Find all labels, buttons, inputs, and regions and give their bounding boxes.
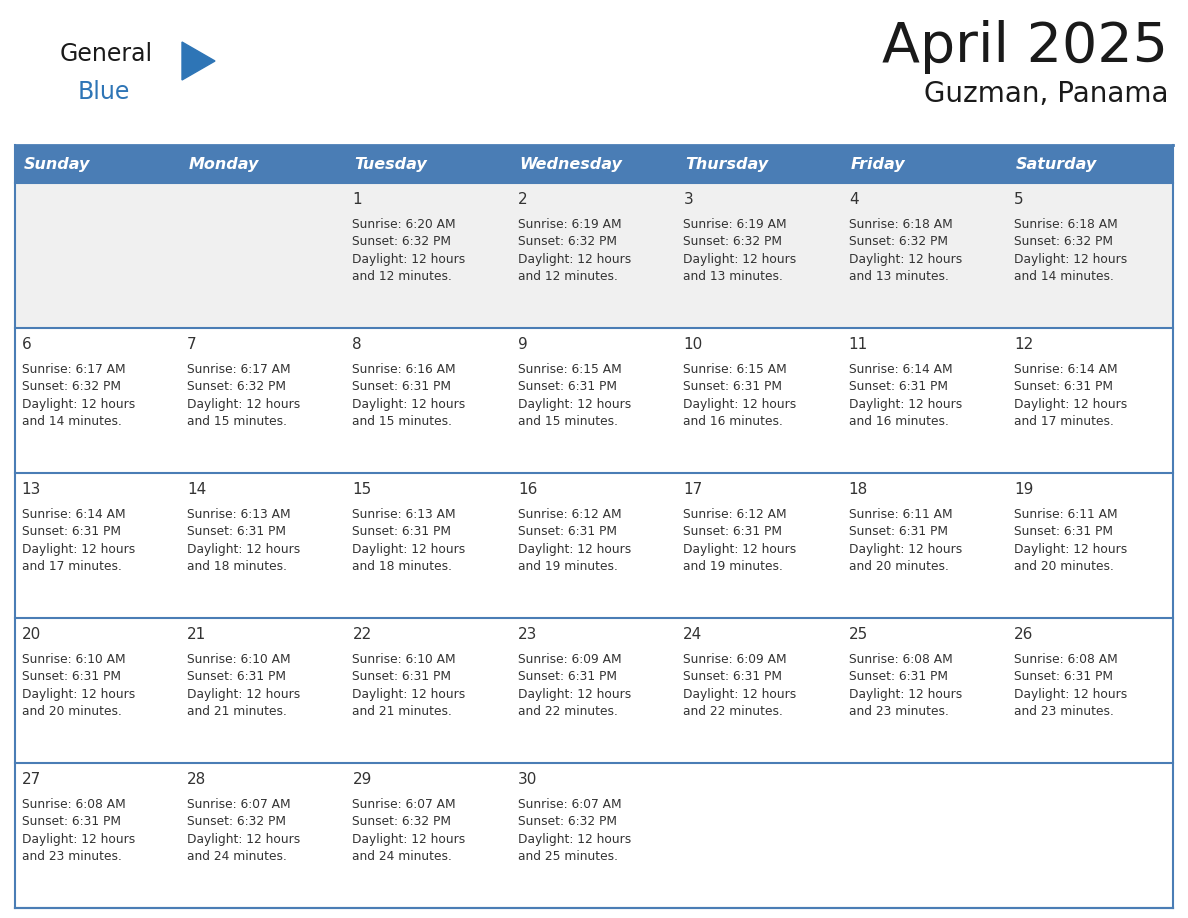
Text: 3: 3 [683, 192, 693, 207]
Text: Sunrise: 6:17 AM
Sunset: 6:32 PM
Daylight: 12 hours
and 14 minutes.: Sunrise: 6:17 AM Sunset: 6:32 PM Dayligh… [21, 363, 135, 429]
Text: 24: 24 [683, 627, 702, 642]
Bar [15, 473, 1173, 618]
Text: 30: 30 [518, 772, 537, 787]
Text: Sunrise: 6:15 AM
Sunset: 6:31 PM
Daylight: 12 hours
and 15 minutes.: Sunrise: 6:15 AM Sunset: 6:31 PM Dayligh… [518, 363, 631, 429]
Text: 19: 19 [1015, 482, 1034, 497]
Text: 18: 18 [848, 482, 868, 497]
Text: 11: 11 [848, 337, 868, 352]
Text: 22: 22 [353, 627, 372, 642]
Text: Sunrise: 6:16 AM
Sunset: 6:31 PM
Daylight: 12 hours
and 15 minutes.: Sunrise: 6:16 AM Sunset: 6:31 PM Dayligh… [353, 363, 466, 429]
Text: Wednesday: Wednesday [519, 156, 623, 172]
Text: 29: 29 [353, 772, 372, 787]
Text: Monday: Monday [189, 156, 259, 172]
Text: April 2025: April 2025 [881, 20, 1168, 74]
Text: Sunrise: 6:11 AM
Sunset: 6:31 PM
Daylight: 12 hours
and 20 minutes.: Sunrise: 6:11 AM Sunset: 6:31 PM Dayligh… [848, 508, 962, 574]
Text: Guzman, Panama: Guzman, Panama [923, 80, 1168, 108]
Text: 5: 5 [1015, 192, 1024, 207]
Text: Tuesday: Tuesday [354, 156, 426, 172]
Text: 9: 9 [518, 337, 527, 352]
Text: 2: 2 [518, 192, 527, 207]
Text: 14: 14 [187, 482, 207, 497]
Text: Thursday: Thursday [685, 156, 769, 172]
Text: Blue: Blue [78, 80, 131, 104]
Text: Sunrise: 6:14 AM
Sunset: 6:31 PM
Daylight: 12 hours
and 17 minutes.: Sunrise: 6:14 AM Sunset: 6:31 PM Dayligh… [1015, 363, 1127, 429]
Text: Sunrise: 6:14 AM
Sunset: 6:31 PM
Daylight: 12 hours
and 17 minutes.: Sunrise: 6:14 AM Sunset: 6:31 PM Dayligh… [21, 508, 135, 574]
Text: Sunrise: 6:08 AM
Sunset: 6:31 PM
Daylight: 12 hours
and 23 minutes.: Sunrise: 6:08 AM Sunset: 6:31 PM Dayligh… [21, 798, 135, 863]
Text: Sunrise: 6:20 AM
Sunset: 6:32 PM
Daylight: 12 hours
and 12 minutes.: Sunrise: 6:20 AM Sunset: 6:32 PM Dayligh… [353, 218, 466, 284]
Polygon shape [182, 42, 215, 80]
Text: Sunrise: 6:13 AM
Sunset: 6:31 PM
Daylight: 12 hours
and 18 minutes.: Sunrise: 6:13 AM Sunset: 6:31 PM Dayligh… [187, 508, 301, 574]
Text: Sunrise: 6:12 AM
Sunset: 6:31 PM
Daylight: 12 hours
and 19 minutes.: Sunrise: 6:12 AM Sunset: 6:31 PM Dayligh… [518, 508, 631, 574]
Text: 26: 26 [1015, 627, 1034, 642]
Text: 17: 17 [683, 482, 702, 497]
Text: 20: 20 [21, 627, 40, 642]
Text: Sunrise: 6:18 AM
Sunset: 6:32 PM
Daylight: 12 hours
and 14 minutes.: Sunrise: 6:18 AM Sunset: 6:32 PM Dayligh… [1015, 218, 1127, 284]
Text: Sunrise: 6:07 AM
Sunset: 6:32 PM
Daylight: 12 hours
and 25 minutes.: Sunrise: 6:07 AM Sunset: 6:32 PM Dayligh… [518, 798, 631, 863]
Text: 1: 1 [353, 192, 362, 207]
Text: General: General [61, 42, 153, 66]
Text: 15: 15 [353, 482, 372, 497]
Text: Sunrise: 6:19 AM
Sunset: 6:32 PM
Daylight: 12 hours
and 13 minutes.: Sunrise: 6:19 AM Sunset: 6:32 PM Dayligh… [683, 218, 797, 284]
Text: Sunrise: 6:09 AM
Sunset: 6:31 PM
Daylight: 12 hours
and 22 minutes.: Sunrise: 6:09 AM Sunset: 6:31 PM Dayligh… [683, 653, 797, 718]
Text: Sunrise: 6:12 AM
Sunset: 6:31 PM
Daylight: 12 hours
and 19 minutes.: Sunrise: 6:12 AM Sunset: 6:31 PM Dayligh… [683, 508, 797, 574]
Bar [15, 145, 1173, 183]
Text: Sunrise: 6:08 AM
Sunset: 6:31 PM
Daylight: 12 hours
and 23 minutes.: Sunrise: 6:08 AM Sunset: 6:31 PM Dayligh… [1015, 653, 1127, 718]
Text: Sunrise: 6:18 AM
Sunset: 6:32 PM
Daylight: 12 hours
and 13 minutes.: Sunrise: 6:18 AM Sunset: 6:32 PM Dayligh… [848, 218, 962, 284]
Text: 10: 10 [683, 337, 702, 352]
Text: Sunrise: 6:08 AM
Sunset: 6:31 PM
Daylight: 12 hours
and 23 minutes.: Sunrise: 6:08 AM Sunset: 6:31 PM Dayligh… [848, 653, 962, 718]
Text: 4: 4 [848, 192, 859, 207]
Text: Sunrise: 6:10 AM
Sunset: 6:31 PM
Daylight: 12 hours
and 21 minutes.: Sunrise: 6:10 AM Sunset: 6:31 PM Dayligh… [353, 653, 466, 718]
Text: Sunrise: 6:14 AM
Sunset: 6:31 PM
Daylight: 12 hours
and 16 minutes.: Sunrise: 6:14 AM Sunset: 6:31 PM Dayligh… [848, 363, 962, 429]
Text: Saturday: Saturday [1016, 156, 1097, 172]
Text: Friday: Friday [851, 156, 905, 172]
Text: Sunday: Sunday [24, 156, 89, 172]
Text: Sunrise: 6:10 AM
Sunset: 6:31 PM
Daylight: 12 hours
and 21 minutes.: Sunrise: 6:10 AM Sunset: 6:31 PM Dayligh… [187, 653, 301, 718]
Text: 6: 6 [21, 337, 31, 352]
Text: Sunrise: 6:09 AM
Sunset: 6:31 PM
Daylight: 12 hours
and 22 minutes.: Sunrise: 6:09 AM Sunset: 6:31 PM Dayligh… [518, 653, 631, 718]
Text: 27: 27 [21, 772, 40, 787]
Text: 23: 23 [518, 627, 537, 642]
Text: 21: 21 [187, 627, 207, 642]
Text: Sunrise: 6:07 AM
Sunset: 6:32 PM
Daylight: 12 hours
and 24 minutes.: Sunrise: 6:07 AM Sunset: 6:32 PM Dayligh… [353, 798, 466, 863]
Bar [15, 183, 1173, 328]
Bar [15, 328, 1173, 473]
Text: 8: 8 [353, 337, 362, 352]
Text: Sunrise: 6:17 AM
Sunset: 6:32 PM
Daylight: 12 hours
and 15 minutes.: Sunrise: 6:17 AM Sunset: 6:32 PM Dayligh… [187, 363, 301, 429]
Text: Sunrise: 6:11 AM
Sunset: 6:31 PM
Daylight: 12 hours
and 20 minutes.: Sunrise: 6:11 AM Sunset: 6:31 PM Dayligh… [1015, 508, 1127, 574]
Text: 7: 7 [187, 337, 197, 352]
Text: Sunrise: 6:10 AM
Sunset: 6:31 PM
Daylight: 12 hours
and 20 minutes.: Sunrise: 6:10 AM Sunset: 6:31 PM Dayligh… [21, 653, 135, 718]
Text: 25: 25 [848, 627, 868, 642]
Text: Sunrise: 6:13 AM
Sunset: 6:31 PM
Daylight: 12 hours
and 18 minutes.: Sunrise: 6:13 AM Sunset: 6:31 PM Dayligh… [353, 508, 466, 574]
Text: Sunrise: 6:19 AM
Sunset: 6:32 PM
Daylight: 12 hours
and 12 minutes.: Sunrise: 6:19 AM Sunset: 6:32 PM Dayligh… [518, 218, 631, 284]
Text: 12: 12 [1015, 337, 1034, 352]
Text: 16: 16 [518, 482, 537, 497]
Text: Sunrise: 6:15 AM
Sunset: 6:31 PM
Daylight: 12 hours
and 16 minutes.: Sunrise: 6:15 AM Sunset: 6:31 PM Dayligh… [683, 363, 797, 429]
Bar [15, 763, 1173, 908]
Text: 28: 28 [187, 772, 207, 787]
Bar [15, 618, 1173, 763]
Text: 13: 13 [21, 482, 42, 497]
Text: Sunrise: 6:07 AM
Sunset: 6:32 PM
Daylight: 12 hours
and 24 minutes.: Sunrise: 6:07 AM Sunset: 6:32 PM Dayligh… [187, 798, 301, 863]
